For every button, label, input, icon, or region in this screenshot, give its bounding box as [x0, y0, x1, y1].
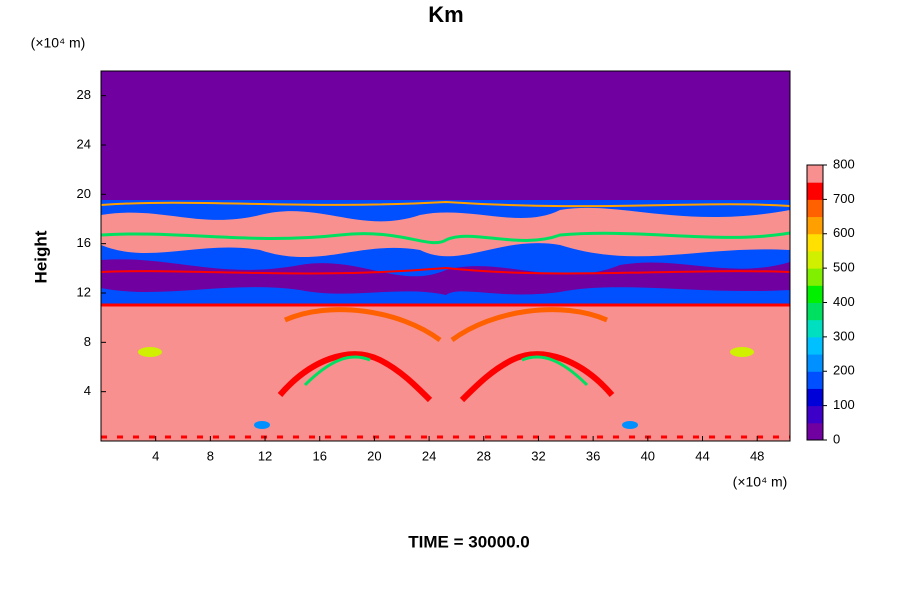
- x-tick-label: 20: [367, 448, 381, 463]
- colorbar-segment: [807, 216, 823, 235]
- colorbar-tick-label: 700: [833, 191, 855, 206]
- footer: TIME = 30000.0: [408, 532, 529, 551]
- y-tick-label: 20: [77, 186, 91, 201]
- colorbar-tick-label: 500: [833, 260, 855, 275]
- contour-field: [100, 70, 791, 442]
- chart-title: Km: [428, 2, 463, 27]
- x-tick-label: 24: [422, 448, 436, 463]
- x-tick-label: 40: [641, 448, 655, 463]
- colorbar-segment: [807, 319, 823, 338]
- colorbar-tick-label: 0: [833, 431, 840, 446]
- colorbar-segment: [807, 233, 823, 252]
- colorbar-segment: [807, 405, 823, 424]
- colorbar-segment: [807, 182, 823, 200]
- colorbar-tick-label: 800: [833, 156, 855, 171]
- y-tick-label: 12: [77, 284, 91, 299]
- colorbar-segment: [807, 165, 823, 183]
- colorbar-tick-label: 100: [833, 397, 855, 412]
- colorbar-segment: [807, 388, 823, 407]
- colorbar-segment: [807, 285, 823, 303]
- y-axis-label: Height: [31, 230, 50, 283]
- colorbar-segment: [807, 268, 823, 286]
- x-tick-label: 44: [695, 448, 709, 463]
- colorbar-segment: [807, 336, 823, 355]
- colorbar-segment: [807, 250, 823, 269]
- colorbar-tick-label: 600: [833, 225, 855, 240]
- colorbar-tick-label: 200: [833, 363, 855, 378]
- y-unit: (×10⁴ m): [31, 35, 86, 51]
- colorbar-segment: [807, 199, 823, 218]
- y-tick-label: 16: [77, 235, 91, 250]
- x-unit: (×10⁴ m): [733, 474, 788, 490]
- x-tick-label: 16: [312, 448, 326, 463]
- x-tick-label: 48: [750, 448, 764, 463]
- x-tick-label: 32: [531, 448, 545, 463]
- x-tick-label: 36: [586, 448, 600, 463]
- colorbar-tick-label: 300: [833, 328, 855, 343]
- colorbar-segment: [807, 302, 823, 321]
- y-tick-label: 4: [84, 383, 91, 398]
- x-tick-label: 12: [258, 448, 272, 463]
- y-tick-label: 24: [77, 136, 91, 151]
- colorbar-tick-label: 400: [833, 294, 855, 309]
- x-tick-label: 8: [207, 448, 214, 463]
- x-tick-label: 28: [477, 448, 491, 463]
- colorbar-segment: [807, 422, 823, 441]
- y-tick-label: 28: [77, 87, 91, 102]
- colorbar-segment: [807, 371, 823, 389]
- y-tick-label: 8: [84, 334, 91, 349]
- x-tick-label: 4: [152, 448, 159, 463]
- colorbar-segment: [807, 354, 823, 372]
